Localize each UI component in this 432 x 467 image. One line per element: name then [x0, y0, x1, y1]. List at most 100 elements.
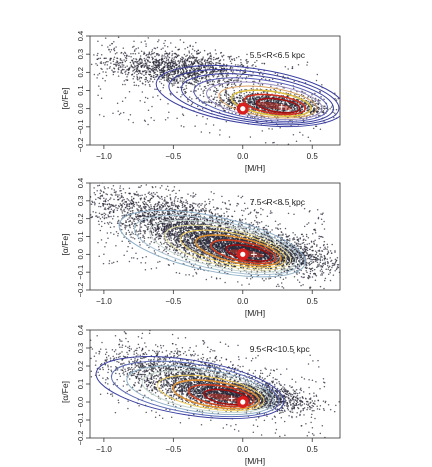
data-point: [167, 218, 169, 220]
data-point: [154, 55, 156, 58]
data-point: [135, 68, 138, 70]
data-point: [105, 71, 107, 73]
data-point: [151, 65, 153, 68]
data-point: [158, 211, 160, 214]
data-point: [246, 115, 249, 117]
data-point: [203, 209, 205, 211]
data-point: [170, 216, 172, 219]
data-point: [115, 204, 117, 207]
data-point: [145, 45, 147, 48]
data-point: [112, 210, 114, 212]
data-point: [119, 197, 121, 199]
data-point: [188, 214, 190, 216]
data-point: [251, 65, 253, 67]
data-point: [132, 61, 134, 64]
data-point: [127, 72, 130, 74]
data-point: [93, 187, 95, 189]
data-point: [190, 82, 193, 84]
data-point: [143, 70, 146, 72]
data-point: [214, 96, 216, 99]
data-point: [130, 56, 132, 58]
data-point: [174, 230, 177, 233]
data-point: [180, 58, 183, 61]
data-point: [124, 60, 127, 63]
data-point: [161, 185, 163, 187]
data-point: [128, 203, 131, 206]
data-point: [90, 63, 93, 66]
data-point: [162, 71, 165, 73]
data-point: [170, 222, 173, 225]
density-core: [257, 101, 292, 111]
data-point: [237, 64, 239, 66]
data-point: [188, 51, 191, 54]
data-point: [194, 125, 196, 127]
data-point: [212, 84, 214, 86]
data-point: [157, 60, 160, 62]
data-point: [164, 44, 166, 47]
data-point: [204, 77, 206, 79]
data-point: [164, 208, 167, 210]
data-point: [226, 80, 229, 83]
data-point: [202, 56, 204, 58]
data-point: [124, 83, 126, 86]
contour-line: [218, 85, 318, 119]
data-point: [202, 57, 204, 60]
data-point: [283, 102, 286, 104]
data-point: [219, 129, 221, 131]
data-point: [216, 70, 218, 73]
data-point: [208, 202, 211, 205]
data-point: [289, 110, 291, 112]
data-point: [204, 63, 207, 66]
data-point: [120, 208, 122, 211]
data-point: [163, 63, 166, 66]
data-point: [277, 99, 279, 102]
data-point: [145, 184, 148, 186]
data-point: [192, 221, 194, 224]
data-point: [189, 57, 192, 59]
data-point: [119, 187, 121, 189]
data-point: [120, 196, 123, 198]
data-point: [262, 96, 265, 99]
data-point: [321, 83, 323, 86]
data-point: [176, 55, 179, 58]
data-point: [236, 74, 239, 77]
data-point: [148, 61, 151, 63]
data-point: [193, 62, 196, 64]
data-point: [182, 88, 185, 91]
data-point: [322, 112, 325, 114]
data-point: [160, 64, 162, 66]
data-point: [145, 78, 147, 81]
data-point: [189, 63, 192, 66]
data-point: [98, 216, 100, 218]
data-point: [155, 62, 158, 64]
data-point: [117, 207, 119, 209]
data-point: [144, 40, 146, 42]
data-point: [139, 100, 141, 102]
data-point: [188, 81, 191, 84]
data-point: [161, 70, 163, 72]
data-point: [143, 203, 146, 206]
data-point: [126, 54, 128, 57]
data-point: [183, 209, 185, 211]
data-point: [311, 93, 313, 96]
data-point: [230, 55, 232, 58]
data-point: [106, 203, 109, 206]
panel-annotation: 5.5<R<6.5 kpc: [250, 50, 306, 60]
data-point: [264, 78, 267, 80]
data-point: [216, 96, 218, 99]
data-point: [143, 240, 146, 242]
data-point: [193, 217, 196, 219]
data-point: [183, 126, 185, 128]
data-point: [133, 81, 135, 84]
contour-line: [155, 64, 340, 128]
data-point: [170, 208, 172, 210]
data-point: [180, 125, 183, 127]
data-point: [171, 73, 174, 76]
data-point: [187, 236, 189, 239]
data-point: [185, 87, 188, 90]
data-point: [167, 189, 170, 191]
data-point: [168, 56, 171, 59]
data-point: [204, 212, 207, 214]
data-point: [256, 106, 258, 108]
data-point: [208, 63, 210, 65]
